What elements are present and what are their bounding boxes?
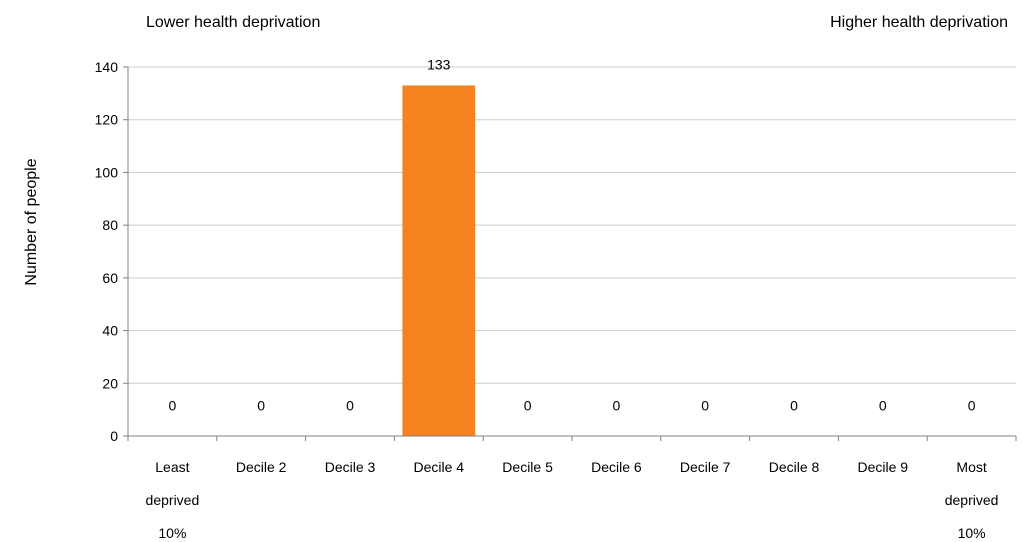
data-label: 0 (257, 397, 265, 413)
x-tick-label: Decile 6 (591, 459, 642, 475)
y-tick-label: 0 (110, 428, 118, 444)
x-tick-label: deprived (945, 492, 999, 508)
x-tick-label: Decile 8 (769, 459, 820, 475)
x-tick-label: Decile 4 (414, 459, 465, 475)
data-label: 0 (790, 397, 798, 413)
data-label: 0 (524, 397, 532, 413)
y-tick-label: 40 (102, 323, 118, 339)
x-tick-label: Decile 5 (502, 459, 553, 475)
x-tick-label: Decile 7 (680, 459, 731, 475)
y-tick-label: 80 (102, 217, 118, 233)
data-label: 0 (613, 397, 621, 413)
lower-deprivation-label: Lower health deprivation (146, 14, 321, 31)
y-tick-label: 60 (102, 270, 118, 286)
data-label: 0 (346, 397, 354, 413)
y-tick-label: 120 (95, 112, 119, 128)
y-tick-label: 20 (102, 375, 118, 391)
x-tick-label: 10% (958, 525, 986, 541)
x-tick-label: Decile 9 (858, 459, 909, 475)
bar (402, 85, 476, 436)
higher-deprivation-label: Higher health deprivation (830, 14, 1008, 31)
x-tick-label: Decile 3 (325, 459, 376, 475)
data-label: 0 (879, 397, 887, 413)
y-tick-label: 140 (95, 59, 119, 75)
x-tick-label: Most (956, 459, 986, 475)
data-label: 0 (701, 397, 709, 413)
x-tick-label: 10% (158, 525, 186, 541)
x-tick-label: deprived (146, 492, 200, 508)
data-label: 0 (968, 397, 976, 413)
data-label: 133 (427, 56, 451, 72)
y-tick-label: 100 (95, 164, 119, 180)
x-tick-label: Decile 2 (236, 459, 287, 475)
x-tick-label: Least (155, 459, 189, 475)
data-label: 0 (169, 397, 177, 413)
